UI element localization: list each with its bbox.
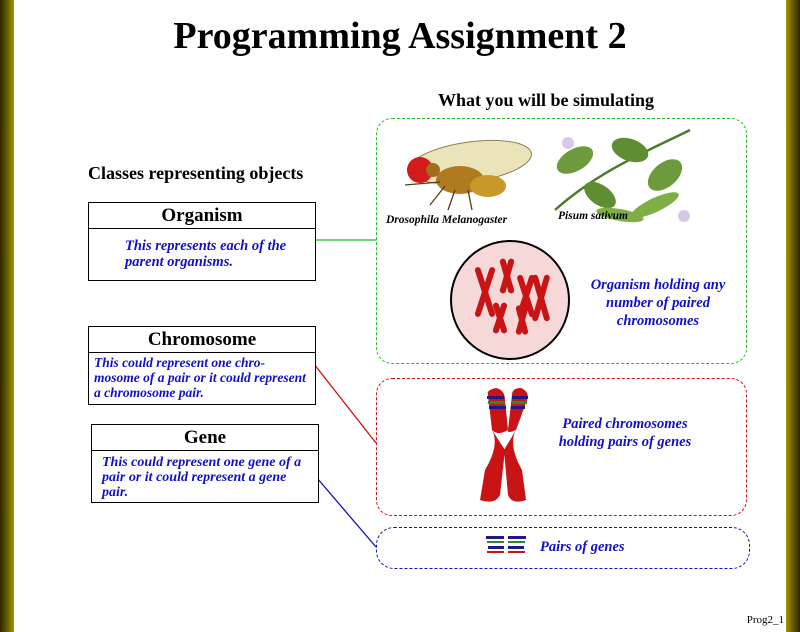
left-heading: Classes representing objects — [88, 163, 304, 183]
gene-pairs-label: Pairs of genes — [540, 539, 625, 555]
gene-class-box: Gene This could represent one gene of a … — [91, 424, 319, 503]
gene-class-name: Gene — [92, 425, 318, 451]
organism-class-description: This represents each of the parent organ… — [125, 238, 287, 270]
fly-caption: Drosophila Melanogaster — [386, 214, 508, 226]
chromosome-region — [376, 378, 747, 516]
organism-class-box: Organism This represents each of the par… — [88, 202, 316, 281]
organism-label: Organism holding any number of paired ch… — [590, 277, 726, 329]
paired-chromosome-icon — [480, 388, 528, 502]
slide-title: Programming Assignment 2 — [173, 15, 627, 57]
chromosome-class-box: Chromosome This could represent one chro… — [88, 326, 316, 405]
cell-icon — [450, 240, 570, 360]
gene-region — [376, 527, 750, 569]
slide-background — [14, 0, 786, 632]
slide-footer: Prog2_1 — [746, 614, 784, 626]
pea-plant-icon — [554, 128, 691, 223]
chromosome-class-name: Chromosome — [89, 327, 315, 353]
gene-class-description: This could represent one gene of a pair … — [102, 455, 302, 500]
organism-region — [376, 118, 747, 364]
fruit-fly-icon — [404, 139, 532, 211]
chromosome-class-description: This could represent one chro- mosome of… — [94, 355, 306, 400]
chromosome-connector — [313, 363, 377, 444]
paired-chromosomes-label: Paired chromosomes holding pairs of gene… — [558, 416, 692, 450]
gene-connector — [316, 477, 377, 548]
right-heading: What you will be simulating — [438, 90, 655, 110]
gene-pair-icon — [486, 536, 526, 553]
pea-caption: Pisum sativum — [558, 210, 628, 222]
organism-class-name: Organism — [89, 203, 315, 229]
